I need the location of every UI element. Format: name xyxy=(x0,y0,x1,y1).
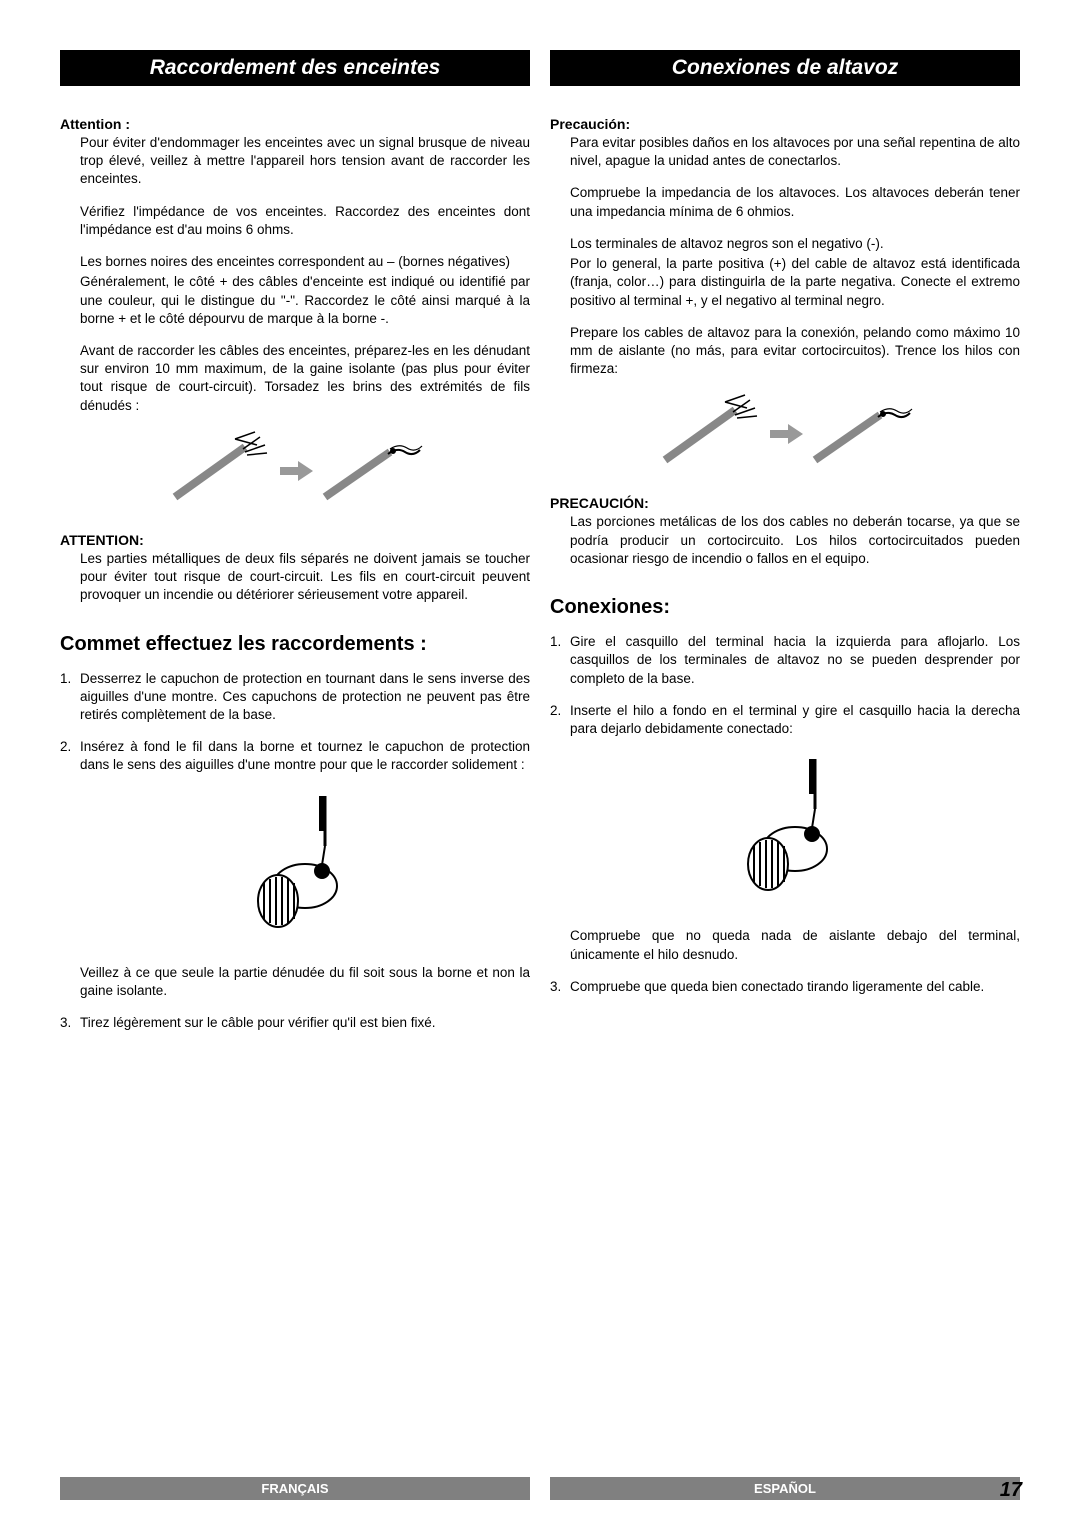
caution-text-fr: Les parties métalliques de deux fils sép… xyxy=(80,550,530,605)
para-es-3: Los terminales de altavoz negros son el … xyxy=(570,235,1020,253)
steps-list-fr: Desserrez le capuchon de protection en t… xyxy=(60,670,530,1033)
para-es-5: Prepare los cables de altavoz para la co… xyxy=(570,324,1020,379)
para-fr-2: Vérifiez l'impédance de vos enceintes. R… xyxy=(80,203,530,239)
step-fr-2-sub: Veillez à ce que seule la partie dénudée… xyxy=(80,964,530,1000)
step-es-2-sub: Compruebe que no queda nada de aislante … xyxy=(570,927,1020,963)
para-fr-5: Avant de raccorder les câbles des encein… xyxy=(80,342,530,415)
attention-label-es: Precaución: xyxy=(550,116,1020,132)
page-body: Raccordement des enceintes Attention : P… xyxy=(0,0,1080,1046)
step-fr-2-text: Insérez à fond le fil dans la borne et t… xyxy=(80,739,530,772)
attention-label-fr: Attention : xyxy=(60,116,530,132)
footer-label-es: ESPAÑOL xyxy=(550,1477,1020,1500)
right-column: Conexiones de altavoz Precaución: Para e… xyxy=(550,50,1020,1046)
wire-strip-illustration-fr xyxy=(60,427,530,512)
page-footer: FRANÇAIS ESPAÑOL 17 xyxy=(60,1477,1020,1500)
section-title-es: Conexiones: xyxy=(550,596,1020,619)
step-es-3: Compruebe que queda bien conectado tiran… xyxy=(550,978,1020,996)
para-fr-1: Pour éviter d'endommager les enceintes a… xyxy=(80,134,530,189)
step-es-1: Gire el casquillo del terminal hacia la … xyxy=(550,633,1020,688)
caution-label-fr: ATTENTION: xyxy=(60,532,530,548)
step-es-2: Inserte el hilo a fondo en el terminal y… xyxy=(550,702,1020,964)
steps-list-es: Gire el casquillo del terminal hacia la … xyxy=(550,633,1020,996)
terminal-illustration-fr xyxy=(80,791,530,946)
left-column: Raccordement des enceintes Attention : P… xyxy=(60,50,530,1046)
page-number: 17 xyxy=(1000,1479,1022,1502)
section-title-fr: Commet effectuez les raccordements : xyxy=(60,633,530,656)
step-fr-3: Tirez légèrement sur le câble pour vérif… xyxy=(60,1014,530,1032)
right-header: Conexiones de altavoz xyxy=(550,50,1020,86)
para-es-2: Compruebe la impedancia de los altavoces… xyxy=(570,184,1020,220)
step-fr-1: Desserrez le capuchon de protection en t… xyxy=(60,670,530,725)
caution-label-es: PRECAUCIÓN: xyxy=(550,495,1020,511)
para-es-4: Por lo general, la parte positiva (+) de… xyxy=(570,255,1020,310)
left-header: Raccordement des enceintes xyxy=(60,50,530,86)
terminal-illustration-es xyxy=(570,754,1020,909)
step-fr-2: Insérez à fond le fil dans la borne et t… xyxy=(60,738,530,1000)
para-fr-4: Généralement, le côté + des câbles d'enc… xyxy=(80,273,530,328)
caution-text-es: Las porciones metálicas de los dos cable… xyxy=(570,513,1020,568)
wire-strip-illustration-es xyxy=(550,390,1020,475)
footer-label-fr: FRANÇAIS xyxy=(60,1477,530,1500)
para-fr-3: Les bornes noires des enceintes correspo… xyxy=(80,253,530,271)
para-es-1: Para evitar posibles daños en los altavo… xyxy=(570,134,1020,170)
step-es-2-text: Inserte el hilo a fondo en el terminal y… xyxy=(570,703,1020,736)
